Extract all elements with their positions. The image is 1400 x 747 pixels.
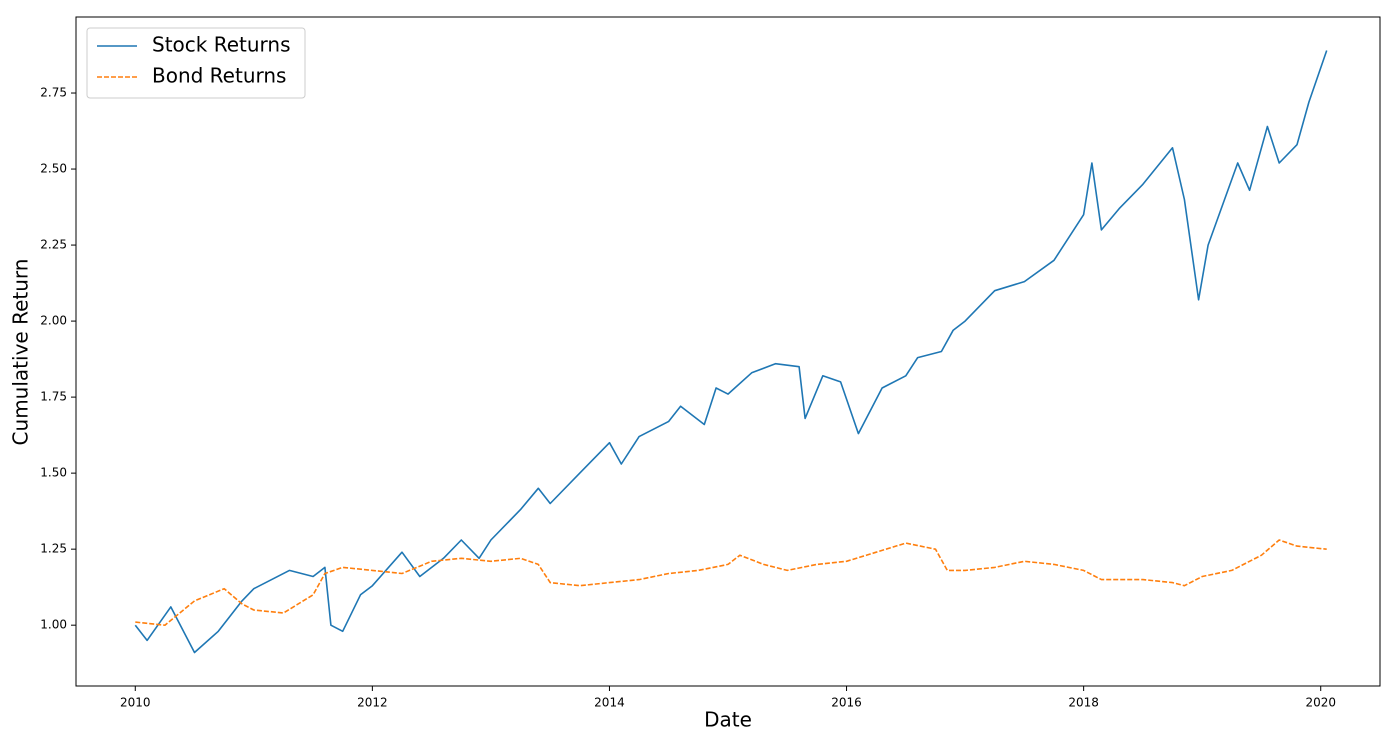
y-axis-label: Cumulative Return [9, 259, 33, 446]
series-line [134, 50, 1328, 654]
y-tick-label: 2.75 [40, 86, 67, 100]
y-tick-label: 1.00 [40, 618, 67, 632]
x-tick-label: 2016 [831, 696, 862, 710]
x-tick-label: 2014 [594, 696, 625, 710]
x-tick-label: 2018 [1068, 696, 1099, 710]
plot-frame [75, 16, 1381, 687]
y-tick-label: 1.25 [40, 542, 67, 556]
y-tick-label: 2.00 [40, 314, 67, 328]
y-tick-label: 2.50 [40, 162, 67, 176]
x-tick-label: 2020 [1305, 696, 1336, 710]
y-tick-label: 1.75 [40, 390, 67, 404]
legend-label: Bond Returns [152, 64, 286, 88]
y-tick-label: 2.25 [40, 238, 67, 252]
x-tick-label: 2012 [357, 696, 388, 710]
legend-box [86, 27, 306, 99]
y-tick-label: 1.50 [40, 466, 67, 480]
legend-label: Stock Returns [152, 33, 291, 57]
series-line [135, 539, 1327, 626]
x-tick-label: 2010 [120, 696, 151, 710]
x-axis-label: Date [704, 708, 752, 732]
